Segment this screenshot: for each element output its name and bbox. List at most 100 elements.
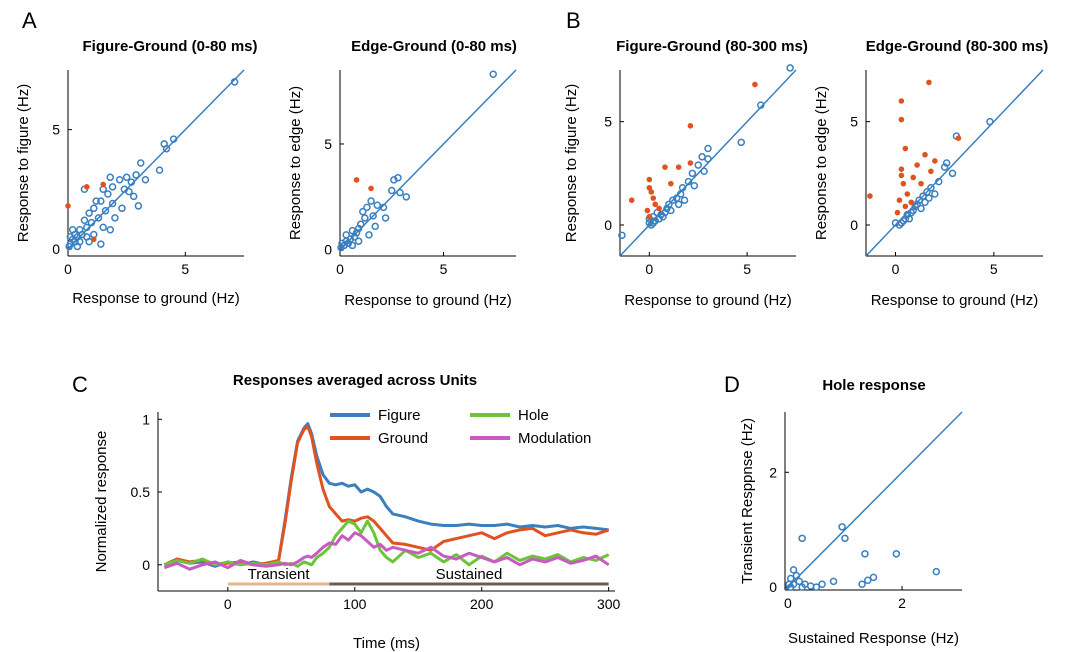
x-axis-label: Sustained Response (Hz) <box>788 630 959 647</box>
data-point-open <box>381 214 390 222</box>
data-point-open <box>162 144 171 153</box>
period-label: Transient <box>248 566 311 583</box>
x-axis-label: Time (ms) <box>353 635 420 652</box>
x-tick-label: 0 <box>336 261 344 277</box>
chart-title: Responses averaged across Units <box>233 372 477 389</box>
figure-ground-early-plot: 0 5 0 5 Figure-Ground (0-80 ms) Response to g… <box>15 38 258 307</box>
data-point-open <box>645 219 654 227</box>
data-point-open <box>864 576 872 584</box>
y-axis-label: Response to edge (Hz) <box>813 86 830 240</box>
data-point-filled <box>928 168 934 175</box>
y-tick-label: 0 <box>52 241 60 257</box>
identity-line <box>68 69 245 250</box>
hole-response-plot: 0 2 0 2 Hole response Sustained Response (Hz)… <box>739 377 963 647</box>
data-point-open <box>869 573 878 582</box>
data-point-filled <box>955 135 962 141</box>
data-point-open <box>371 222 379 231</box>
y-axis-label: Normalized response <box>93 431 110 573</box>
panel-letter-d: D <box>724 372 740 397</box>
data-point-open <box>338 239 346 248</box>
x-tick-label: 0 <box>645 261 653 277</box>
data-point-open <box>690 181 699 190</box>
data-point-filled <box>914 162 920 168</box>
data-point-open <box>932 567 941 576</box>
averaged-responses-plot: 0 100 200 300 0 0.5 1 Responses averaged across… <box>93 372 621 652</box>
data-point-open <box>913 200 921 209</box>
data-point-open <box>365 231 373 239</box>
data-point-open <box>663 204 671 213</box>
data-point-open <box>927 184 935 192</box>
data-point-open <box>108 199 117 208</box>
y-tick-label: 5 <box>52 122 60 138</box>
data-point-open <box>134 202 143 210</box>
y-tick-label: 0 <box>604 217 612 233</box>
legend-label: Figure <box>378 407 421 424</box>
data-point-open <box>676 190 685 198</box>
y-axis-label: Transient Resppnse (Hz) <box>739 418 756 584</box>
data-point-open <box>106 173 114 182</box>
data-point-filled <box>644 207 651 214</box>
data-point-open <box>786 64 794 72</box>
data-point-open <box>892 550 901 558</box>
data-point-open <box>65 242 73 251</box>
data-point-filled <box>904 191 911 197</box>
y-tick-label: 5 <box>850 114 858 130</box>
data-point-filled <box>908 199 915 206</box>
data-point-open <box>361 214 369 222</box>
data-point-open <box>85 237 93 246</box>
data-point-open <box>394 174 402 182</box>
x-axis-label: Response to ground (Hz) <box>871 292 1039 309</box>
data-point-open <box>141 175 150 184</box>
series-line-modulation <box>163 531 610 571</box>
data-point-filled <box>656 205 662 212</box>
data-point-open <box>68 226 77 234</box>
identity-line <box>620 69 797 256</box>
data-point-open <box>388 186 396 195</box>
data-point-open <box>923 188 931 196</box>
legend-label: Ground <box>378 430 428 447</box>
data-point-open <box>92 197 100 205</box>
data-point-filled <box>650 195 657 201</box>
data-point-filled <box>902 203 909 210</box>
data-point-open <box>618 231 626 240</box>
data-point-open <box>657 210 665 219</box>
data-point-open <box>917 204 925 213</box>
data-point-filled <box>900 180 907 187</box>
data-point-open <box>812 583 821 591</box>
data-point-filled <box>687 160 694 166</box>
legend-label: Modulation <box>518 430 591 447</box>
chart-title: Edge-Ground (80-300 ms) <box>866 38 1049 55</box>
data-point-filled <box>867 193 873 199</box>
data-point-open <box>688 169 697 178</box>
data-point-open <box>125 187 133 196</box>
data-point-filled <box>932 158 938 164</box>
data-point-open <box>111 214 119 222</box>
x-tick-label: 5 <box>440 261 448 277</box>
data-point-open <box>678 184 687 192</box>
data-point-open <box>891 219 900 227</box>
data-point-open <box>363 203 371 212</box>
data-point-open <box>155 166 164 174</box>
data-point-open <box>680 196 689 204</box>
data-point-filled <box>902 145 909 152</box>
panel-letter-b: B <box>566 8 581 33</box>
data-point-filled <box>926 79 932 86</box>
data-point-open <box>792 571 801 580</box>
data-point-open <box>108 183 117 191</box>
y-tick-label: 0 <box>850 217 858 233</box>
data-point-filled <box>83 184 90 190</box>
data-point-open <box>818 580 826 589</box>
data-point-filled <box>648 189 655 195</box>
edge-ground-late-plot: 0 5 0 5 Edge-Ground (80-300 ms) Response to g… <box>813 38 1048 309</box>
data-point-open <box>99 223 107 232</box>
data-point-open <box>795 577 804 586</box>
data-point-open <box>684 177 693 186</box>
data-point-open <box>694 161 702 169</box>
y-axis-label: Response to figure (Hz) <box>15 84 32 242</box>
data-point-open <box>367 197 375 205</box>
data-point-open <box>87 218 96 227</box>
data-point-open <box>85 209 93 217</box>
data-point-open <box>798 583 806 591</box>
identity-line <box>340 69 517 251</box>
data-point-open <box>75 226 84 234</box>
